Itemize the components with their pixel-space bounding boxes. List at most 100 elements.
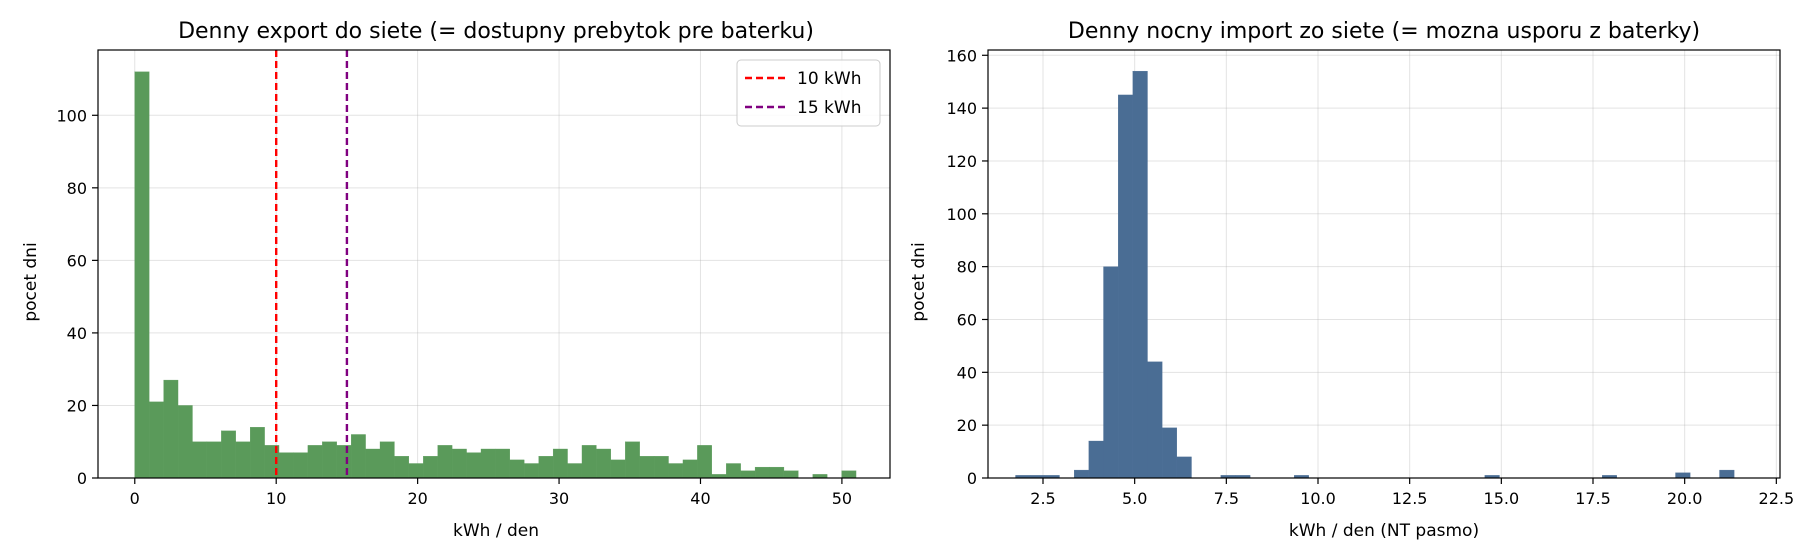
histogram-bars [134, 71, 857, 479]
y-tick-label: 120 [946, 152, 977, 171]
x-tick-label: 50 [832, 489, 852, 508]
legend-box [736, 59, 881, 127]
histogram-bar [336, 445, 352, 479]
histogram-bar [134, 71, 150, 479]
x-axis-label: kWh / den (NT pasmo) [1289, 521, 1479, 541]
histogram-bar [1088, 440, 1104, 479]
histogram-bar [653, 456, 669, 479]
y-tick-label: 40 [67, 324, 87, 343]
histogram-bar [581, 445, 597, 479]
histogram-bar [841, 470, 857, 479]
y-tick-label: 20 [957, 416, 977, 435]
histogram-bar [1176, 456, 1192, 479]
histogram-bar [351, 434, 366, 479]
histogram-bar [754, 466, 770, 479]
y-tick-label: 60 [67, 251, 87, 270]
histogram-bar [697, 445, 712, 479]
histogram-bar [480, 448, 496, 479]
histogram-bar [668, 463, 684, 479]
histogram-bar [495, 448, 510, 479]
histogram-bar [552, 448, 568, 479]
export-histogram: Denny export do siete (= dostupny prebyt… [21, 19, 891, 541]
x-tick-label: 10.0 [1300, 489, 1336, 508]
histogram-bar [509, 459, 525, 479]
histogram-bar [1719, 469, 1735, 479]
plot-frame [987, 49, 1781, 479]
histogram-bar [769, 466, 785, 479]
y-tick-label: 160 [946, 46, 977, 65]
histogram-bar [394, 456, 410, 479]
histogram-bar [293, 452, 309, 479]
histogram-bar [149, 401, 164, 479]
histogram-bar [307, 445, 323, 479]
histogram-bar [235, 441, 251, 479]
histogram-bar [1118, 94, 1133, 479]
histogram-bar [1074, 469, 1089, 479]
import-histogram: Denny nocny import zo siete (= mozna usp… [909, 19, 1794, 541]
histogram-bar [250, 427, 265, 479]
x-tick-label: 5.0 [1122, 489, 1147, 508]
histogram-bar [625, 441, 640, 479]
histogram-bar [408, 463, 424, 479]
histogram-bar [1103, 266, 1119, 479]
legend-label-10kwh: 10 kWh [797, 69, 861, 89]
x-tick-label: 10 [266, 489, 286, 508]
y-tick-label: 40 [957, 363, 977, 382]
x-tick-label: 22.5 [1759, 489, 1795, 508]
legend: 10 kWh 15 kWh [736, 59, 881, 127]
plot-frame [97, 49, 891, 479]
x-tick-label: 17.5 [1575, 489, 1611, 508]
y-tick-label: 0 [967, 469, 977, 488]
histogram-bar [740, 470, 756, 479]
histogram-bar [639, 456, 655, 479]
histogram-bar [682, 459, 698, 479]
histogram-bar [596, 448, 611, 479]
histogram-bar [783, 470, 799, 479]
x-tick-label: 20.0 [1667, 489, 1703, 508]
x-axis-label: kWh / den [453, 521, 539, 541]
histogram-bar [610, 459, 626, 479]
x-tick-label: 15.0 [1484, 489, 1520, 508]
axis-ticks: 2.5 5.0 7.5 10.0 12.5 15.0 17.5 20.0 22.5 0 20 40 60… [946, 46, 1794, 508]
chart-title: Denny nocny import zo siete (= mozna usp… [1068, 19, 1700, 44]
histogram-bar [322, 441, 337, 479]
y-tick-label: 80 [67, 179, 87, 198]
y-tick-label: 140 [946, 99, 977, 118]
histogram-bar [177, 405, 193, 479]
x-tick-label: 40 [690, 489, 710, 508]
histogram-bar [1162, 427, 1177, 479]
x-tick-label: 20 [407, 489, 427, 508]
histogram-bar [206, 441, 222, 479]
x-tick-label: 12.5 [1392, 489, 1428, 508]
y-tick-label: 100 [946, 205, 977, 224]
histogram-bar [365, 448, 381, 479]
histogram-bar [379, 441, 395, 479]
x-tick-label: 7.5 [1214, 489, 1239, 508]
x-tick-label: 2.5 [1030, 489, 1055, 508]
axis-ticks: 0 10 20 30 40 50 0 20 40 60 80 100 [56, 106, 852, 508]
threshold-lines [275, 50, 349, 478]
y-tick-label: 80 [957, 258, 977, 277]
histogram-bar [1147, 361, 1163, 479]
y-tick-label: 20 [67, 396, 87, 415]
y-axis-label: pocet dni [21, 242, 41, 321]
x-tick-label: 0 [130, 489, 140, 508]
histogram-bar [423, 456, 438, 479]
y-axis-label: pocet dni [909, 242, 929, 321]
x-tick-label: 30 [549, 489, 569, 508]
histogram-bar [524, 463, 539, 479]
chart-title: Denny export do siete (= dostupny prebyt… [178, 19, 814, 44]
histogram-bar [451, 448, 467, 479]
histogram-bar [1132, 70, 1148, 479]
legend-label-15kwh: 15 kWh [797, 98, 861, 118]
y-tick-label: 60 [957, 310, 977, 329]
y-tick-label: 0 [77, 469, 87, 488]
histogram-bar [726, 463, 741, 479]
y-tick-label: 100 [56, 106, 87, 125]
histogram-bar [567, 463, 583, 479]
histogram-bar [192, 441, 208, 479]
histogram-bar [221, 430, 236, 479]
histogram-bar [163, 379, 179, 479]
histogram-bar [466, 452, 482, 479]
